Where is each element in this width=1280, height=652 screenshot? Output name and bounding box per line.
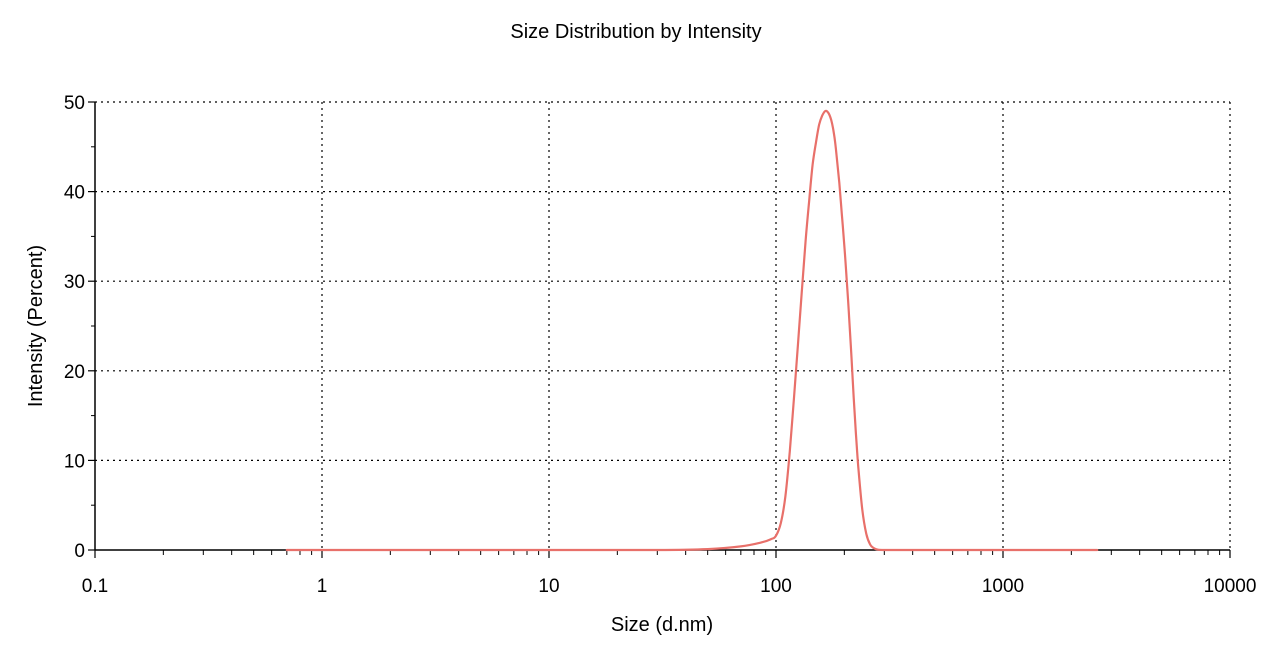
y-tick-label: 30 — [64, 272, 85, 293]
series — [285, 109, 1099, 552]
axes — [94, 102, 1230, 551]
x-tick-label: 0.1 — [82, 576, 108, 597]
y-tick-label: 10 — [64, 451, 85, 472]
y-tick-labels: 0 10 20 30 40 50 — [64, 93, 85, 562]
y-tick-label: 0 — [74, 541, 85, 562]
x-tick-label: 10 — [538, 576, 559, 597]
y-axis-label: Intensity (Percent) — [25, 245, 47, 407]
grid-lines — [95, 101, 1231, 550]
series-line — [285, 109, 1099, 552]
x-tick-label: 100 — [760, 576, 792, 597]
chart-title: Size Distribution by Intensity — [510, 21, 761, 43]
minor-ticks — [88, 101, 1231, 558]
x-axis-label: Size (d.nm) — [611, 614, 713, 636]
x-tick-labels: 0.1 1 10 100 1000 10000 — [82, 576, 1257, 597]
x-tick-label: 1 — [317, 576, 328, 597]
x-tick-label: 1000 — [982, 576, 1024, 597]
x-tick-label: 10000 — [1204, 576, 1257, 597]
y-tick-label: 40 — [64, 183, 85, 204]
y-tick-label: 20 — [64, 362, 85, 383]
y-tick-label: 50 — [64, 93, 85, 114]
